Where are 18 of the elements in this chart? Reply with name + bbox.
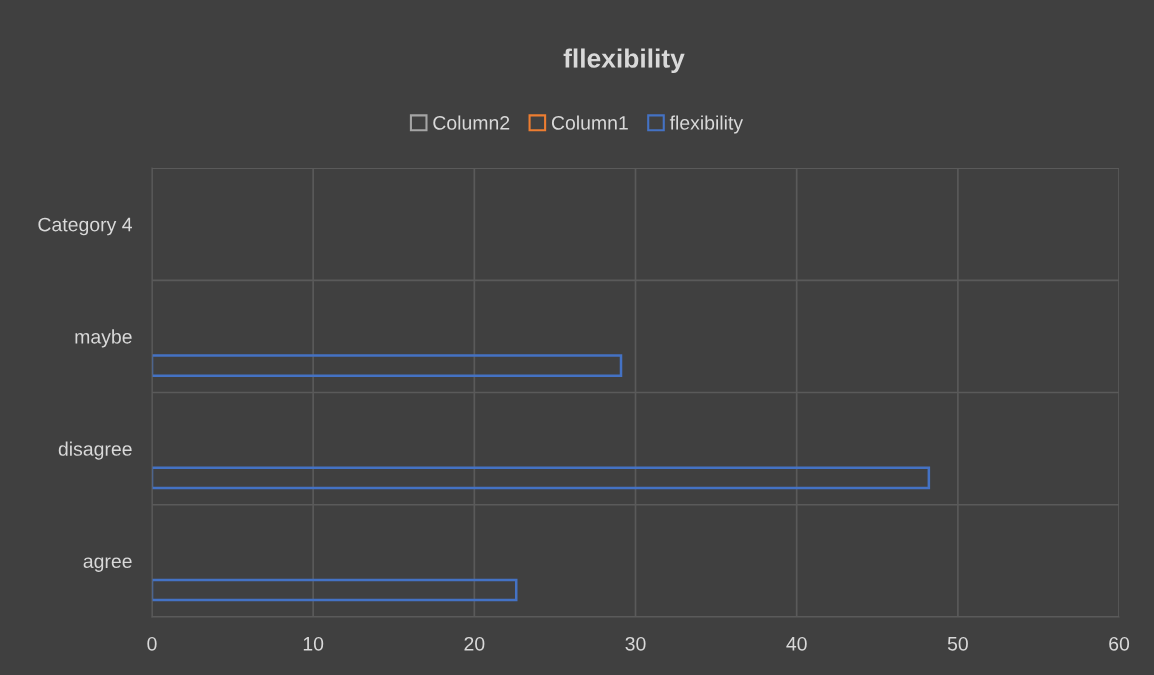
chart-title: fllexibility — [563, 48, 685, 74]
y-tick-label: maybe — [75, 329, 132, 348]
x-tick-label: 0 — [147, 636, 157, 651]
legend-label: Column1 — [551, 115, 628, 130]
x-tick-label: 20 — [464, 636, 485, 651]
y-tick-label: agree — [83, 557, 132, 572]
bar — [151, 354, 623, 377]
x-tick-label: 10 — [303, 636, 324, 651]
bar — [151, 466, 931, 490]
x-tick-label: 60 — [1109, 636, 1130, 651]
legend-label: flexibility — [669, 115, 744, 134]
x-tick-label: 40 — [786, 636, 807, 651]
y-tick-label: disagree — [58, 441, 132, 460]
x-tick-label: 50 — [947, 636, 968, 651]
x-tick-label: 30 — [625, 636, 646, 651]
bar — [151, 578, 518, 602]
y-tick-label: Category 4 — [38, 217, 132, 236]
legend-label: Column2 — [433, 115, 510, 130]
